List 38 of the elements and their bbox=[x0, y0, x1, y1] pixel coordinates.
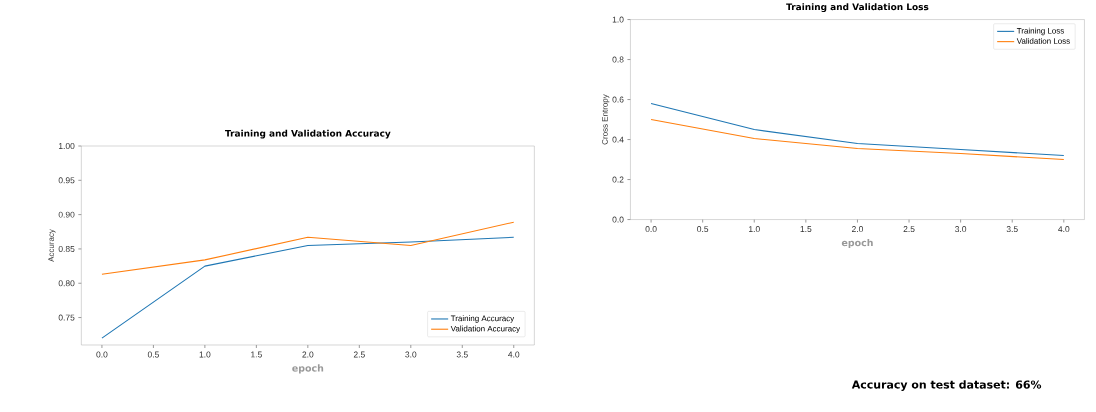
y-tick-label: 0.90 bbox=[58, 211, 75, 218]
y-tick-label: 0.80 bbox=[58, 280, 75, 287]
x-tick-label: 3.5 bbox=[1006, 226, 1018, 233]
x-tick-label: 4.0 bbox=[1058, 226, 1070, 233]
y-tick-label: 0.8 bbox=[612, 56, 624, 63]
line-series bbox=[101, 221, 515, 276]
y-tick-label: 1.00 bbox=[58, 143, 75, 150]
x-tick-label: 2.5 bbox=[353, 351, 365, 358]
x-axis-title: epoch bbox=[292, 364, 324, 374]
x-tick-label: 1.0 bbox=[199, 351, 211, 358]
x-tick-label: 3.0 bbox=[405, 351, 417, 358]
y-tick-label: 1.0 bbox=[612, 16, 624, 23]
y-tick-label: 0.85 bbox=[58, 246, 75, 253]
chart-title: Training and Validation Accuracy bbox=[225, 129, 391, 139]
y-tick-label: 0.4 bbox=[612, 136, 624, 143]
y-tick-label: 0.75 bbox=[58, 314, 75, 321]
x-tick-label: 0.5 bbox=[697, 226, 709, 233]
x-tick-label: 2.0 bbox=[302, 351, 314, 358]
line-series bbox=[650, 119, 1065, 161]
x-axis-title: epoch bbox=[841, 239, 873, 249]
y-tick-label: 0.6 bbox=[612, 96, 624, 103]
y-tick-label: 0.0 bbox=[612, 216, 624, 223]
x-tick-label: 2.0 bbox=[851, 226, 863, 233]
y-tick-label: 0.95 bbox=[58, 177, 75, 184]
x-tick-label: 1.5 bbox=[251, 351, 262, 358]
line-series bbox=[650, 103, 1065, 157]
x-tick-label: 0.0 bbox=[96, 351, 108, 358]
x-tick-label: 0.0 bbox=[645, 226, 657, 233]
x-tick-label: 3.0 bbox=[955, 226, 967, 233]
text: Accuracy on test dataset: 66% bbox=[851, 380, 1042, 392]
x-tick-label: 2.5 bbox=[903, 226, 915, 233]
x-tick-label: 1.5 bbox=[800, 226, 812, 233]
chart-title: Training and Validation Loss bbox=[786, 3, 929, 13]
y-tick-label: 0.2 bbox=[612, 176, 624, 183]
x-tick-label: 3.5 bbox=[456, 351, 468, 358]
x-tick-label: 4.0 bbox=[508, 351, 520, 358]
x-tick-label: 0.5 bbox=[147, 351, 159, 358]
x-tick-label: 1.0 bbox=[749, 226, 760, 233]
